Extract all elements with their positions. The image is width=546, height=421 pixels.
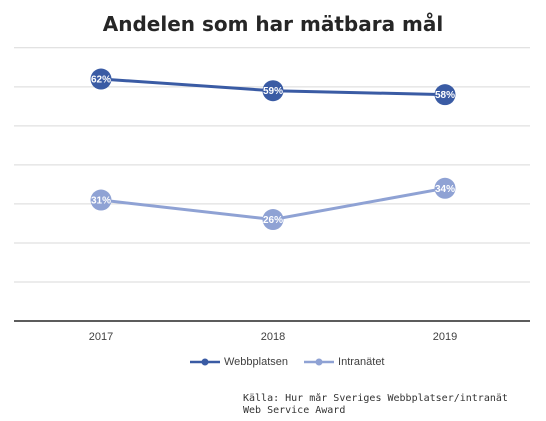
data-point <box>434 177 456 199</box>
data-label: 26% <box>263 215 283 226</box>
legend-marker-webbplatsen <box>190 358 220 366</box>
x-tick-label: 2018 <box>261 331 285 343</box>
source-line-1: Källa: Hur mår Sveriges Webbplatser/intr… <box>243 393 508 404</box>
legend-item-webbplatsen: Webbplatsen <box>190 356 288 368</box>
data-label: 31% <box>91 196 111 207</box>
legend-marker-intranatet <box>304 358 335 366</box>
data-point <box>90 189 112 211</box>
data-label: 62% <box>91 75 111 86</box>
data-point <box>262 209 284 231</box>
legend-item-intranatet: Intranätet <box>304 356 385 368</box>
source-line-2: Web Service Award <box>243 405 346 416</box>
legend: Webbplatsen Intranätet <box>190 356 385 368</box>
chart-title: Andelen som har mätbara mål <box>102 12 444 36</box>
x-tick-label: 2019 <box>433 331 457 343</box>
legend-label-intranatet: Intranätet <box>338 356 385 368</box>
data-point <box>262 80 284 102</box>
source-note: Källa: Hur mår Sveriges Webbplatser/intr… <box>243 393 543 417</box>
data-label: 58% <box>435 90 455 101</box>
data-point <box>90 68 112 90</box>
x-tick-label: 2017 <box>89 331 113 343</box>
data-label: 34% <box>435 184 455 195</box>
data-label: 59% <box>263 86 283 97</box>
legend-label-webbplatsen: Webbplatsen <box>224 356 289 368</box>
data-point <box>434 84 456 106</box>
